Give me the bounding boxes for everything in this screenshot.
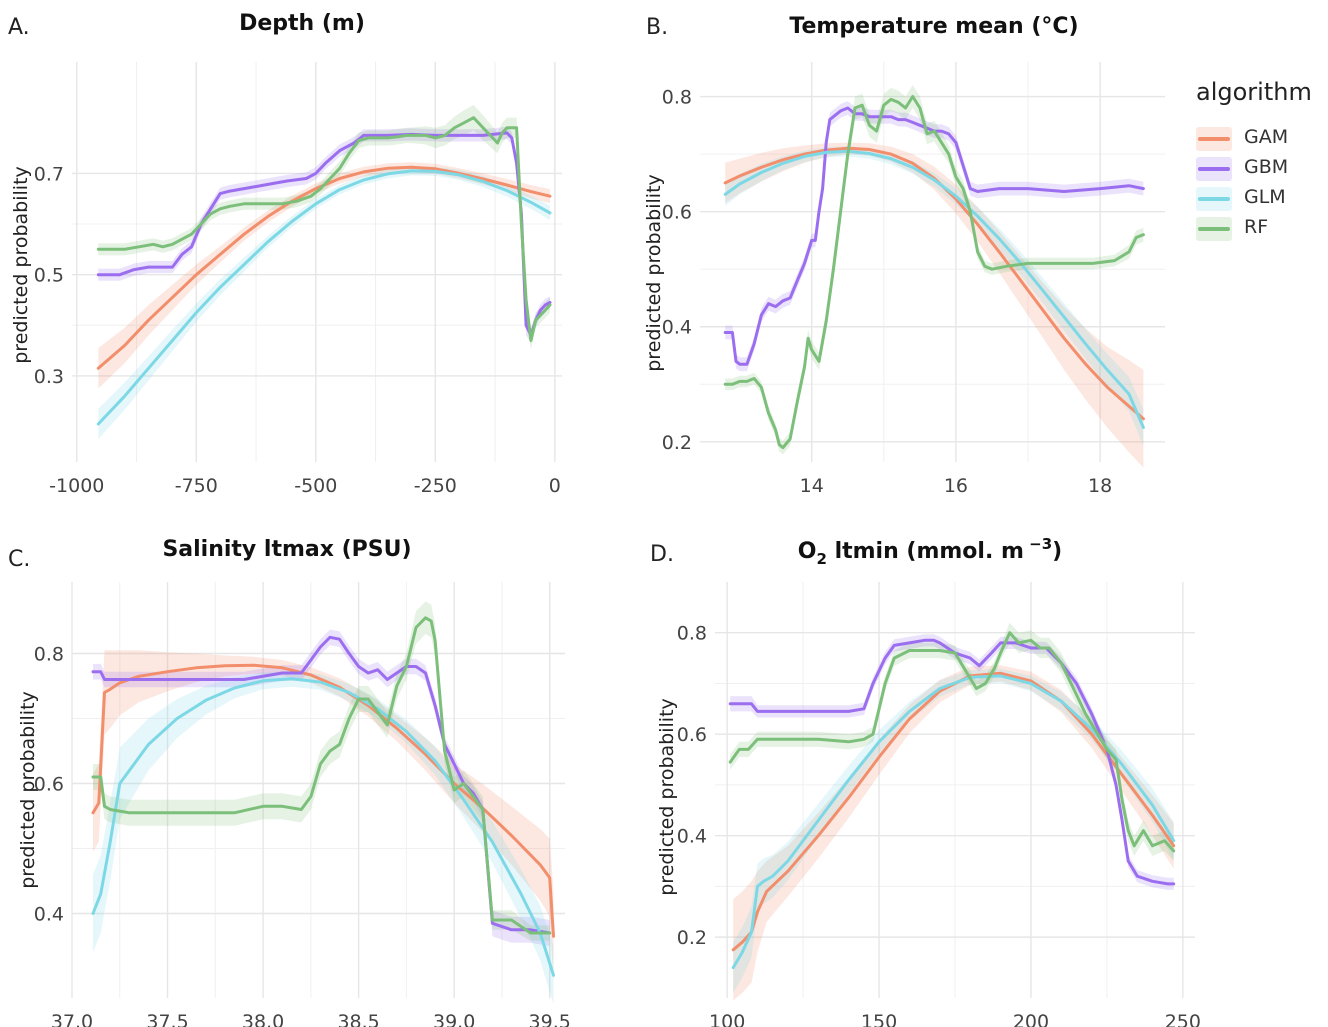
- grid: [71, 582, 565, 998]
- legend-label-gbm: GBM: [1244, 156, 1289, 178]
- x-tick-label: 38.5: [337, 1011, 379, 1027]
- legend-line-glm: [1198, 197, 1230, 201]
- series-line-gam: [96, 165, 552, 370]
- legend-item-gbm: GBM: [1196, 154, 1326, 184]
- y-tick-label: 0.7: [34, 163, 64, 185]
- series-line-gam: [91, 663, 555, 938]
- confidence-band-rf: [93, 601, 550, 941]
- y-axis-label-temperature: predicted probability: [643, 174, 665, 372]
- legend-title: algorithm: [1196, 78, 1312, 106]
- y-axis-label-depth: predicted probability: [10, 166, 32, 364]
- legend-label-rf: RF: [1244, 216, 1269, 238]
- confidence-band-glm: [98, 166, 551, 440]
- confidence-band-gbm: [98, 126, 551, 343]
- panel-title-temperature: Temperature mean (°C): [789, 14, 1078, 39]
- x-tick-label: -1000: [49, 475, 104, 497]
- x-tick-label: 0: [549, 475, 561, 497]
- series-line-gbm: [723, 106, 1145, 366]
- y-tick-label: 0.5: [34, 265, 64, 287]
- y-tick-label: 0.4: [34, 904, 64, 926]
- x-tick-label: 37.0: [51, 1011, 93, 1027]
- y-tick-label: 0.6: [662, 202, 692, 224]
- y-tick-label: 0.8: [677, 623, 707, 645]
- x-tick-label: -500: [294, 475, 337, 497]
- series-line-rf: [96, 116, 552, 342]
- y-tick-label: 0.4: [677, 826, 707, 848]
- y-tick-label: 0.8: [662, 87, 692, 109]
- legend-line-rf: [1198, 227, 1230, 231]
- legend-item-gam: GAM: [1196, 124, 1326, 154]
- title-o-subscript: 2: [816, 550, 826, 568]
- panel-oxygen: D. O2 ltmin (mmol. m −3) predicted proba…: [650, 535, 1201, 1027]
- y-tick-label: 0.4: [662, 317, 692, 339]
- panel-salinity: C. Salinity ltmax (PSU) predicted probab…: [8, 537, 571, 1027]
- x-tick-label: 200: [1013, 1011, 1049, 1027]
- x-tick-label: 250: [1165, 1011, 1201, 1027]
- x-tick-label: 38.0: [242, 1011, 284, 1027]
- y-axis-label-salinity: predicted probability: [17, 691, 39, 889]
- series-line-gam: [731, 671, 1176, 952]
- confidence-band-gam: [93, 650, 554, 982]
- panel-letter-d: D.: [650, 542, 674, 567]
- x-tick-label: 14: [800, 475, 824, 497]
- y-tick-label: 0.2: [677, 927, 707, 949]
- legend-item-glm: GLM: [1196, 184, 1326, 214]
- panel-letter-a: A.: [8, 15, 30, 40]
- legend-label-gam: GAM: [1244, 126, 1289, 148]
- legend-line-gam: [1198, 137, 1230, 141]
- x-tick-label: 18: [1088, 475, 1112, 497]
- x-tick-label: 100: [709, 1011, 745, 1027]
- grid: [715, 582, 1195, 998]
- title-close: ): [1052, 539, 1062, 564]
- title-rest: ltmin (mmol. m: [827, 539, 1024, 564]
- x-tick-label: -750: [175, 475, 218, 497]
- y-tick-label: 0.6: [677, 724, 707, 746]
- confidence-band-gam: [725, 142, 1144, 468]
- y-tick-label: 0.2: [662, 432, 692, 454]
- panel-depth: A. Depth (m) predicted probability -1000…: [8, 11, 562, 497]
- x-tick-label: 39.0: [433, 1011, 475, 1027]
- legend-line-gbm: [1198, 167, 1230, 171]
- x-tick-label: 39.5: [529, 1011, 571, 1027]
- series-line-glm: [91, 677, 555, 977]
- series-line-gbm: [728, 638, 1176, 886]
- x-tick-label: 150: [861, 1011, 897, 1027]
- legend: algorithm GAM GBM GLM RF: [1196, 78, 1326, 244]
- panel-title-salinity: Salinity ltmax (PSU): [162, 537, 411, 562]
- confidence-band-glm: [93, 671, 554, 1005]
- series-line-rf: [728, 631, 1176, 853]
- x-tick-label: 16: [944, 475, 968, 497]
- series-line-rf: [723, 95, 1145, 450]
- y-tick-label: 0.8: [34, 644, 64, 666]
- legend-item-rf: RF: [1196, 214, 1326, 244]
- confidence-band-glm: [725, 146, 1144, 446]
- panel-letter-b: B.: [646, 15, 668, 40]
- x-tick-label: -250: [414, 475, 457, 497]
- y-tick-label: 0.3: [34, 366, 64, 388]
- panel-letter-c: C.: [8, 547, 30, 572]
- legend-label-glm: GLM: [1244, 186, 1286, 208]
- x-tick-label: 37.5: [146, 1011, 188, 1027]
- series-line-gbm: [91, 635, 552, 935]
- panel-temperature: B. Temperature mean (°C) predicted proba…: [643, 14, 1165, 497]
- series-line-glm: [96, 169, 552, 426]
- panel-title-depth: Depth (m): [239, 11, 365, 36]
- y-tick-label: 0.6: [34, 774, 64, 796]
- title-o: O: [798, 539, 817, 564]
- title-superscript: −3: [1024, 535, 1052, 553]
- confidence-band-rf: [725, 85, 1144, 455]
- series-line-glm: [731, 674, 1176, 970]
- series-line-glm: [723, 149, 1145, 429]
- y-axis-label-oxygen: predicted probability: [656, 698, 678, 896]
- panel-title-oxygen: O2 ltmin (mmol. m −3): [798, 535, 1062, 568]
- series-line-rf: [91, 616, 552, 935]
